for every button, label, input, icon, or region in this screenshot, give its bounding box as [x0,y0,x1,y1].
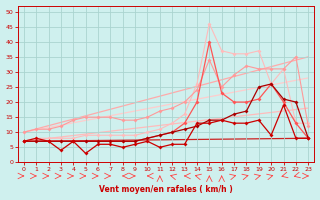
X-axis label: Vent moyen/en rafales ( km/h ): Vent moyen/en rafales ( km/h ) [99,185,233,194]
